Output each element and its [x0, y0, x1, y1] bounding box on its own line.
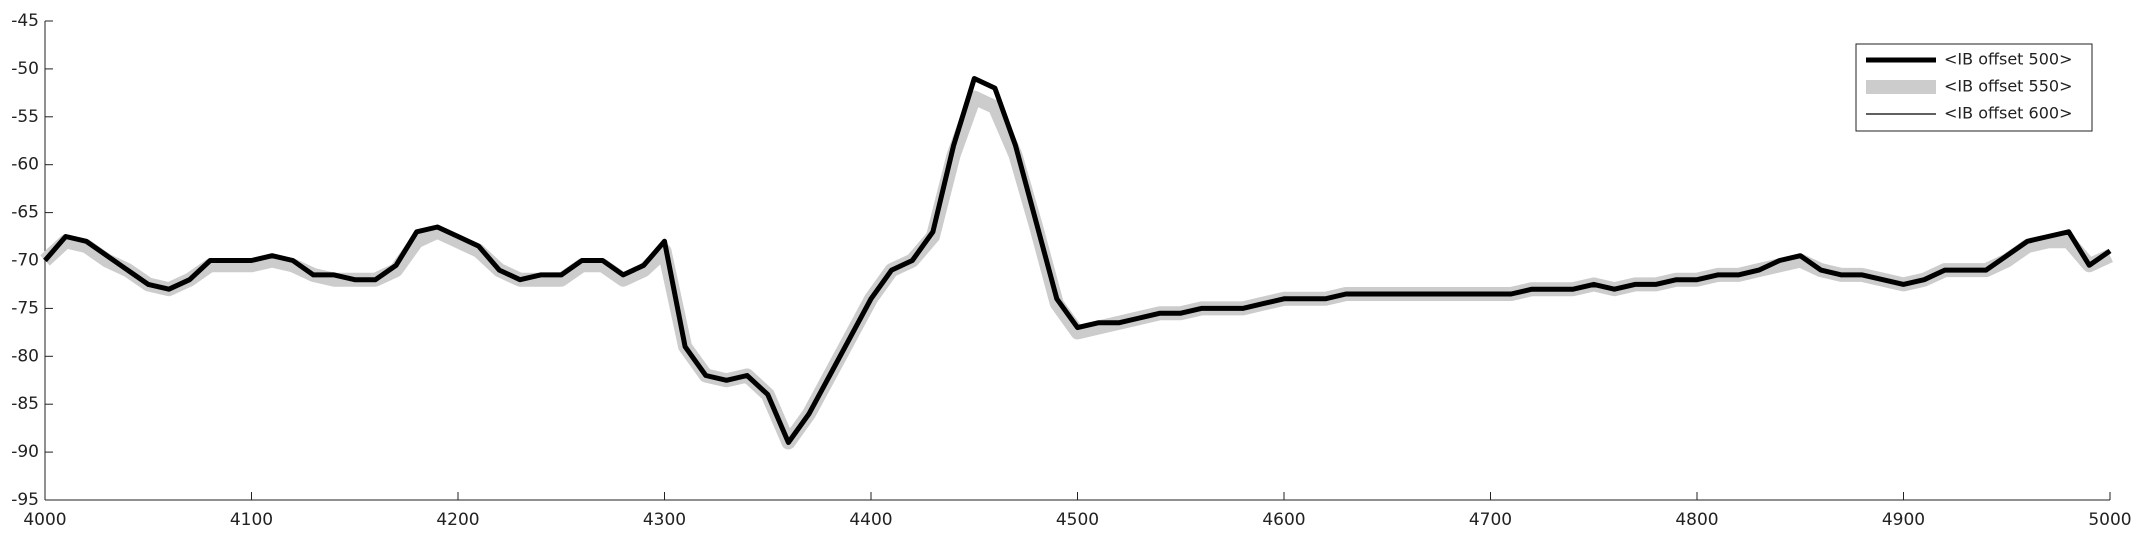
y-tick-label: -60 — [11, 155, 39, 175]
y-tick-label: -80 — [11, 346, 39, 366]
y-tick-label: -65 — [11, 203, 39, 223]
x-tick-label: 4700 — [1469, 510, 1512, 530]
x-tick-label: 4000 — [23, 510, 66, 530]
y-tick-label: -85 — [11, 394, 39, 414]
legend-label: <IB offset 500> — [1944, 50, 2072, 69]
y-tick-label: -95 — [11, 490, 39, 510]
x-tick-label: 4300 — [643, 510, 686, 530]
x-tick-label: 4600 — [1262, 510, 1305, 530]
y-tick-label: -45 — [11, 11, 39, 31]
x-tick-label: 4400 — [849, 510, 892, 530]
x-tick-label: 4900 — [1882, 510, 1925, 530]
legend: <IB offset 500> <IB offset 550> <IB offset… — [1855, 43, 2093, 132]
y-tick-label: -50 — [11, 59, 39, 79]
y-tick-label: -90 — [11, 442, 39, 462]
legend-label: <IB offset 600> — [1944, 104, 2072, 123]
y-tick-label: -55 — [11, 107, 39, 127]
y-tick-label: -70 — [11, 251, 39, 271]
x-tick-label: 5000 — [2088, 510, 2131, 530]
x-tick-label: 4800 — [1675, 510, 1718, 530]
series-line — [40, 90, 2113, 450]
y-tick-label: -75 — [11, 298, 39, 318]
x-tick-label: 4100 — [230, 510, 273, 530]
x-tick-label: 4500 — [1056, 510, 1099, 530]
legend-label: <IB offset 550> — [1944, 77, 2072, 96]
series-line — [44, 77, 2111, 444]
x-tick-label: 4200 — [436, 510, 479, 530]
